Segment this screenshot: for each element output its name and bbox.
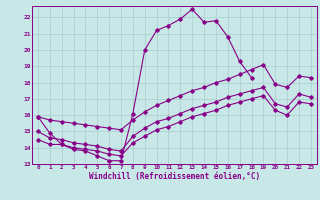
- X-axis label: Windchill (Refroidissement éolien,°C): Windchill (Refroidissement éolien,°C): [89, 172, 260, 181]
